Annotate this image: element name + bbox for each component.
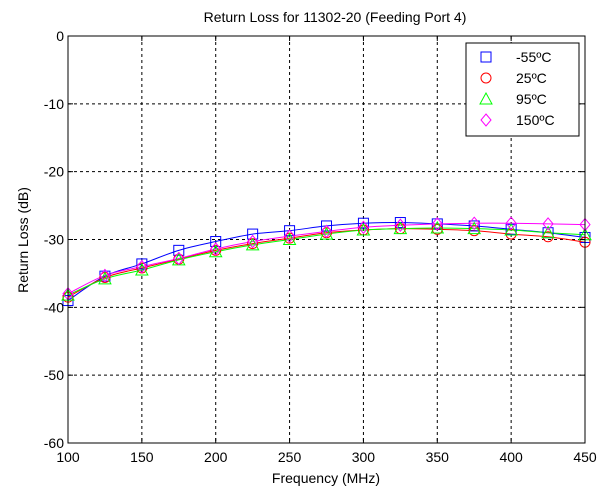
data-point-diamond (246, 234, 259, 249)
data-point-diamond (320, 224, 333, 239)
legend-marker-circle (480, 72, 492, 84)
x-tick-label: 250 (278, 449, 302, 465)
legend-label: 150ºC (516, 112, 555, 128)
x-tick-label: 350 (426, 449, 450, 465)
data-point-square (284, 225, 296, 237)
data-point-diamond (173, 251, 185, 266)
y-axis-ticks: 0 -10 -20 -30 -40 -50 -60 (44, 28, 585, 451)
series-line-1 (67, 228, 586, 298)
y-tick-label: -20 (44, 164, 64, 180)
data-point-diamond (210, 242, 222, 256)
x-axis-label: Frequency (MHz) (272, 470, 380, 486)
data-point-diamond (136, 259, 148, 274)
y-tick-label: -30 (44, 232, 64, 248)
legend-marker-triangle (479, 91, 493, 105)
x-tick-label: 400 (499, 449, 523, 465)
data-point-square (468, 220, 480, 232)
series-line-2 (67, 227, 586, 296)
x-tick-label: 100 (56, 449, 80, 465)
y-tick-label: -60 (44, 435, 64, 451)
data-point-diamond (394, 218, 407, 233)
data-point-triangle (467, 221, 482, 235)
data-point-diamond (283, 229, 296, 243)
legend-label: 25ºC (516, 70, 547, 86)
legend-box (465, 42, 580, 137)
y-axis-label: Return Loss (dB) (15, 187, 31, 293)
legend-label: -55ºC (516, 49, 551, 65)
data-point-diamond (431, 217, 443, 231)
x-tick-label: 300 (352, 449, 376, 465)
y-tick-label: -50 (44, 367, 64, 383)
data-point-diamond (468, 216, 480, 231)
data-point-triangle (430, 220, 445, 234)
x-tick-label: 450 (573, 449, 597, 465)
legend-marker-diamond (480, 113, 492, 127)
legend: -55ºC 25ºC 95ºC 150ºC (465, 42, 580, 137)
x-tick-label: 200 (204, 449, 228, 465)
data-point-diamond (357, 220, 370, 235)
legend-marker-square (480, 51, 492, 63)
data-point-square (394, 217, 406, 229)
series-markers (61, 216, 592, 307)
data-point-square (357, 217, 369, 229)
data-point-circle (468, 225, 480, 237)
chart-title: Return Loss for 11302-20 (Feeding Port 4… (204, 9, 467, 25)
y-tick-label: 0 (56, 28, 64, 44)
y-tick-label: -40 (44, 299, 64, 315)
data-point-diamond (542, 217, 554, 231)
x-axis-ticks: 100 150 200 250 300 350 400 450 (56, 36, 597, 465)
data-point-circle (431, 223, 443, 235)
data-point-square (136, 258, 148, 270)
data-point-triangle (541, 225, 555, 239)
x-tick-label: 150 (130, 449, 154, 465)
data-point-square (321, 220, 332, 232)
y-tick-label: -10 (44, 96, 64, 112)
legend-label: 95ºC (516, 91, 547, 107)
data-point-square (173, 244, 185, 256)
data-point-diamond (99, 268, 111, 283)
data-point-diamond (505, 216, 517, 231)
data-point-triangle (504, 222, 518, 236)
